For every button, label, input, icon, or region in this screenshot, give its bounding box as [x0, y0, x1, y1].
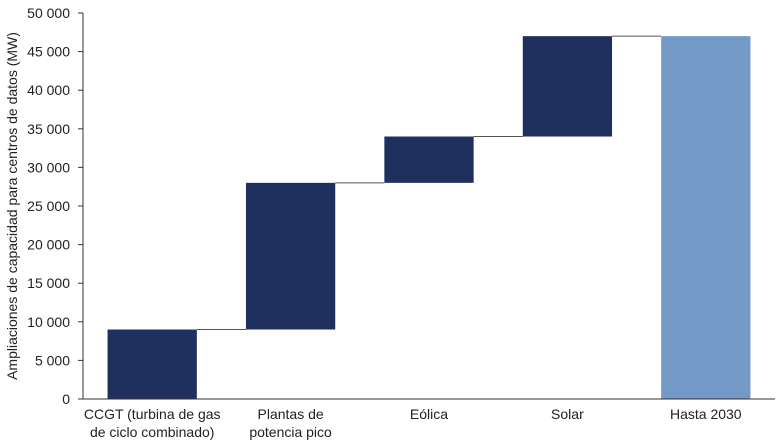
bars	[107, 36, 751, 399]
y-axis-title: Ampliaciones de capacidad para centros d…	[4, 32, 20, 380]
x-category-label: Solar	[551, 406, 584, 422]
y-axis-ticks: 0 5 000 10 000 15 000 20 000 25 000 30 000 35 0…	[27, 5, 83, 407]
x-category-label-line: Hasta 2030	[670, 406, 742, 422]
x-category-label-line: CCGT (turbina de gas	[84, 406, 221, 422]
y-tick-label: 50 000	[27, 5, 70, 21]
x-category-label: CCGT (turbina de gas de ciclo combinado)	[84, 406, 221, 440]
x-category-label-line: potencia pico	[249, 424, 332, 440]
y-tick-label: 20 000	[27, 237, 70, 253]
y-tick-label: 45 000	[27, 44, 70, 60]
y-tick-label: 15 000	[27, 275, 70, 291]
bar-increment	[107, 329, 197, 399]
x-category-label: Eólica	[410, 406, 448, 422]
bar-total	[661, 36, 751, 399]
y-tick-label: 40 000	[27, 82, 70, 98]
x-category-label: Plantas de potencia pico	[249, 406, 332, 440]
y-tick-label: 0	[62, 391, 70, 407]
y-tick-label: 25 000	[27, 198, 70, 214]
x-category-label-line: de ciclo combinado)	[90, 424, 215, 440]
y-tick-label: 10 000	[27, 314, 70, 330]
bar-increment	[384, 136, 474, 183]
y-tick-label: 35 000	[27, 121, 70, 137]
x-category-label-line: Solar	[551, 406, 584, 422]
x-category-label: Hasta 2030	[670, 406, 742, 422]
x-category-label-line: Plantas de	[258, 406, 324, 422]
y-tick-label: 30 000	[27, 159, 70, 175]
connector-lines	[196, 35, 662, 331]
x-axis-labels: CCGT (turbina de gas de ciclo combinado) P…	[84, 406, 742, 440]
y-tick-label: 5 000	[35, 352, 70, 368]
bar-increment	[245, 182, 336, 330]
bar-increment	[522, 36, 613, 137]
x-category-label-line: Eólica	[410, 406, 448, 422]
